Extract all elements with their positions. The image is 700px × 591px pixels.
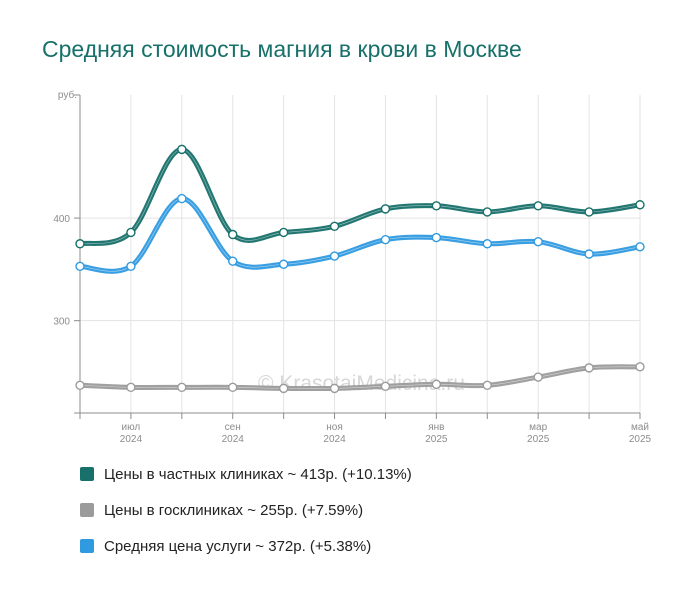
data-point-private <box>126 227 136 238</box>
x-tick-label-month: янв <box>428 422 444 433</box>
series-line-private <box>77 146 643 247</box>
axes <box>74 94 641 419</box>
legend-swatch-private <box>80 467 94 481</box>
legend-label-public: Цены в госклиниках ~ 255р. (+7.59%) <box>104 501 364 519</box>
data-point-average <box>177 193 187 204</box>
legend-item-average[interactable]: Средняя цена услуги ~ 372р. (+5.38%) <box>80 536 412 556</box>
data-point-public <box>278 383 289 394</box>
data-point-average <box>75 261 85 272</box>
x-tick-label-year: 2025 <box>527 434 550 445</box>
data-point-average <box>584 249 594 259</box>
data-point-private <box>177 144 187 155</box>
x-tick-label-month: май <box>631 422 649 433</box>
x-tick-label-year: 2024 <box>222 434 245 445</box>
data-point-private <box>329 221 340 232</box>
x-tick-label-year: 2024 <box>323 434 346 445</box>
x-tick-label-year: 2025 <box>629 434 652 445</box>
x-tick-label-year: 2025 <box>425 434 448 445</box>
data-point-average <box>228 256 238 266</box>
data-point-public <box>533 372 543 382</box>
y-tick-label: 400 <box>53 214 70 225</box>
x-tick-label-month: мар <box>529 422 547 433</box>
legend: Цены в частных клиниках ~ 413р. (+10.13%… <box>80 464 412 572</box>
x-tick-label-year: 2024 <box>120 434 143 445</box>
series-line-highlight-private <box>79 149 641 245</box>
x-tick-label-month: сен <box>225 422 241 433</box>
data-point-public <box>177 382 187 393</box>
data-point-private <box>482 207 492 217</box>
data-point-average <box>329 251 340 261</box>
legend-item-public[interactable]: Цены в госклиниках ~ 255р. (+7.59%) <box>80 500 412 520</box>
data-point-public <box>635 362 645 372</box>
data-point-private <box>635 200 645 210</box>
series-layer <box>75 144 645 394</box>
data-point-private <box>533 201 543 211</box>
data-point-average <box>533 236 543 247</box>
y-axis-unit-label: руб. <box>58 89 77 101</box>
data-point-public <box>228 382 238 393</box>
data-point-average <box>126 261 136 272</box>
data-point-average <box>278 259 289 269</box>
legend-swatch-average <box>80 539 94 553</box>
tick-labels: руб.300400июл2024сен2024ноя2024янв2025ма… <box>53 89 651 445</box>
data-point-public <box>584 363 594 373</box>
data-point-public <box>482 380 492 391</box>
data-point-public <box>431 379 442 389</box>
legend-label-private: Цены в частных клиниках ~ 413р. (+10.13%… <box>104 465 412 483</box>
x-tick-label-month: ноя <box>326 422 343 433</box>
data-point-average <box>482 239 492 249</box>
chart-title: Средняя стоимость магния в крови в Москв… <box>42 36 522 62</box>
data-point-public <box>329 383 340 394</box>
legend-swatch-public <box>80 503 94 517</box>
y-tick-label: 300 <box>53 317 70 328</box>
data-point-public <box>380 381 391 392</box>
data-point-private <box>380 204 391 214</box>
data-point-average <box>380 234 391 245</box>
data-point-public <box>75 380 85 391</box>
data-point-private <box>431 201 442 211</box>
data-point-private <box>75 239 85 249</box>
grid <box>80 95 641 413</box>
data-point-average <box>431 232 442 243</box>
data-point-private <box>278 227 289 238</box>
x-tick-label-month: июл <box>122 422 141 433</box>
legend-item-private[interactable]: Цены в частных клиниках ~ 413р. (+10.13%… <box>80 464 412 484</box>
data-point-private <box>584 207 594 217</box>
data-point-average <box>635 242 645 252</box>
data-point-public <box>126 382 136 393</box>
data-point-private <box>228 229 238 240</box>
legend-label-average: Средняя цена услуги ~ 372р. (+5.38%) <box>104 537 372 555</box>
